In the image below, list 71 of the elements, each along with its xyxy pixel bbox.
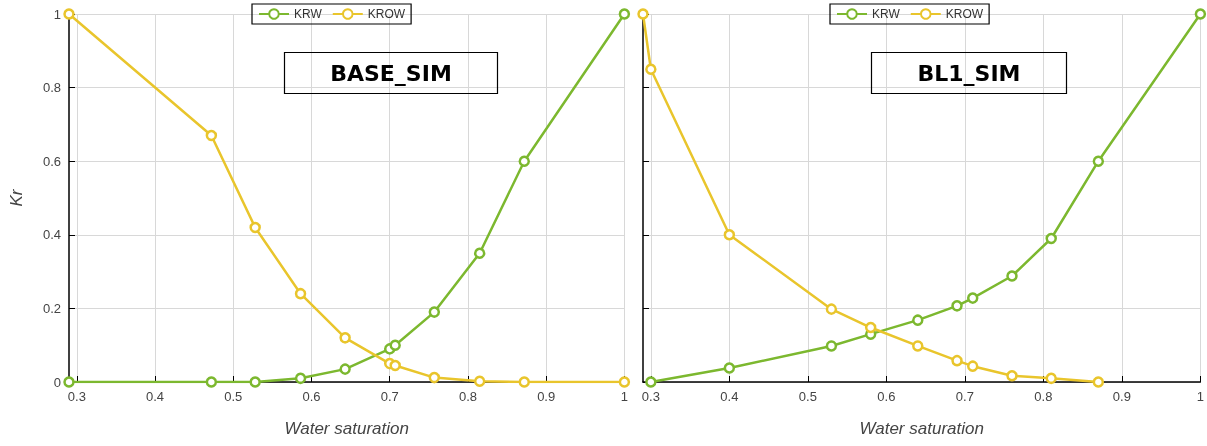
legend-label: KRW [872,7,901,21]
point [294,287,307,300]
legend-label: KROW [945,7,984,21]
x-tick-label: 0.4 [146,389,165,404]
text: BL1_SIM [917,60,1021,86]
point [951,300,963,312]
x-tick-label: 0.9 [1112,389,1131,404]
point [1006,370,1018,382]
point [518,155,531,167]
point [473,247,486,259]
point [825,340,838,352]
point [1006,270,1018,282]
y-tick-label: 0.2 [42,300,61,316]
point [637,8,649,20]
x-tick-label: 0.3 [641,389,660,404]
point [912,340,924,352]
point [1045,232,1057,245]
y-tick-label: 0 [53,374,61,390]
point [389,359,401,372]
point [966,360,979,372]
point [1092,155,1105,167]
point [428,371,441,384]
y-tick-label: 1 [53,6,61,22]
y-axis-title: Kr [7,188,26,207]
point [63,376,75,388]
x-tick-label: 0.7 [380,389,399,404]
x-tick-label: 0.8 [1034,389,1053,404]
x-tick-label: 0.8 [458,389,477,404]
point [339,363,351,375]
point [249,221,261,234]
point [951,354,963,367]
point [205,376,218,388]
legend-label: KRW [294,7,323,21]
point [473,375,486,388]
x-axis-title: Water saturation [284,419,409,438]
x-axis-title: Water saturation [859,419,984,438]
x-tick-label: 0.3 [67,389,86,404]
text: BASE_SIM [330,60,452,86]
point [723,229,736,241]
point [389,339,401,351]
x-tick-label: 0.9 [537,389,556,404]
point [864,321,877,334]
x-tick-label: 0.5 [224,389,243,404]
x-tick-label: 0.7 [955,389,974,404]
x-tick-label: 0.5 [798,389,817,404]
x-tick-label: 1 [620,389,628,404]
y-tick-label: 0.4 [42,227,61,243]
point [618,376,631,388]
y-tick-label: 0.8 [42,80,61,96]
point [1092,376,1105,388]
point [518,376,531,388]
legend-label: KROW [367,7,406,21]
y-tick-label: 0.6 [42,153,61,169]
point [723,362,736,374]
point [1045,372,1057,385]
point [966,292,979,304]
point [912,314,924,326]
point [294,372,307,385]
x-tick-label: 1 [1196,389,1204,404]
point [249,376,261,388]
point [1194,8,1207,20]
x-tick-label: 0.6 [877,389,896,404]
point [63,8,75,20]
x-tick-label: 0.4 [720,389,739,404]
point [428,306,441,318]
point [645,63,657,75]
point [339,332,351,344]
point [618,8,631,20]
point [205,129,218,142]
x-tick-label: 0.6 [302,389,321,404]
point [825,303,838,315]
